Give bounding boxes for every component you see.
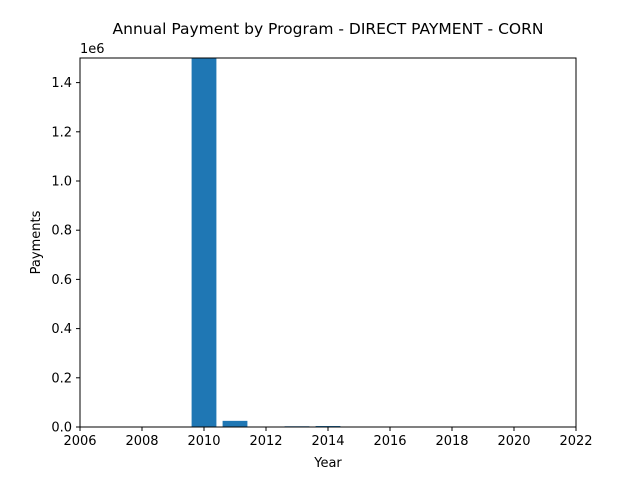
x-tick-label: 2020 [497, 434, 530, 449]
chart-title: Annual Payment by Program - DIRECT PAYME… [113, 20, 544, 38]
y-tick-label: 0.4 [51, 322, 72, 337]
y-offset-label: 1e6 [80, 42, 105, 57]
x-tick-label: 2018 [435, 434, 468, 449]
x-axis-ticks: 2006 2008 2010 2012 2014 2016 2018 2020 2022 [63, 427, 593, 449]
bar-2010 [191, 58, 217, 427]
y-tick-label: 0.2 [51, 371, 72, 386]
y-tick-label: 1.0 [51, 175, 72, 190]
x-tick-label: 2012 [249, 434, 282, 449]
y-axis-label: Payments [29, 210, 44, 274]
bars-group [191, 58, 341, 427]
x-tick-label: 2006 [63, 434, 96, 449]
y-axis-ticks: 0.0 0.2 0.4 0.6 0.8 1.0 1.2 1.4 [51, 76, 80, 436]
x-tick-label: 2022 [559, 434, 592, 449]
y-tick-label: 1.2 [51, 125, 72, 140]
y-tick-label: 0.8 [51, 224, 72, 239]
plot-frame [79, 57, 577, 428]
bar-2011 [222, 420, 248, 427]
x-tick-label: 2014 [311, 434, 344, 449]
x-tick-label: 2010 [187, 434, 220, 449]
y-tick-label: 0.0 [51, 421, 72, 436]
x-axis-label: Year [313, 456, 342, 471]
x-tick-label: 2008 [125, 434, 158, 449]
y-tick-label: 0.6 [51, 273, 72, 288]
x-tick-label: 2016 [373, 434, 406, 449]
y-tick-label: 1.4 [51, 76, 72, 91]
